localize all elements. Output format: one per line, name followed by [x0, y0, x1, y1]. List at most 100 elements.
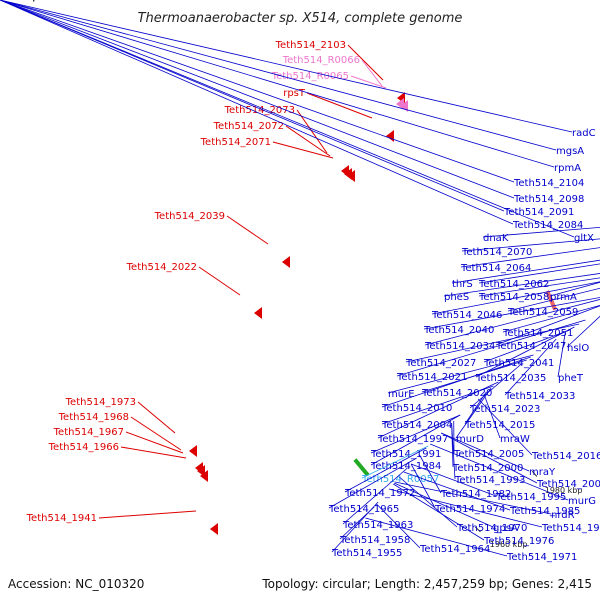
- gene-label: Teth514_2059: [507, 307, 578, 318]
- gene-label: Teth514_1968: [58, 412, 129, 423]
- leader-line: [403, 471, 511, 511]
- leader-line: [350, 75, 387, 89]
- leader-line: [507, 287, 600, 312]
- leader-line: [451, 422, 456, 480]
- leader-line: [342, 467, 408, 525]
- leader-line: [137, 401, 176, 434]
- gene-label: Teth514_2010: [381, 403, 452, 414]
- gene-label: Teth514_1986: [541, 523, 600, 534]
- gene-label: Teth514_1976: [483, 536, 554, 547]
- genome-summary: Topology: circular; Length: 2,457,259 bp…: [261, 577, 592, 591]
- gene-label: Teth514_2062: [478, 279, 549, 290]
- gene-label: Teth514_1964: [419, 544, 490, 555]
- gene-label: Teth514_1966: [48, 442, 119, 453]
- gene-label: Teth514_2098: [513, 194, 584, 205]
- leader-line: [423, 297, 600, 330]
- gene-label: Teth514_R0057: [361, 474, 439, 485]
- gene-label: rpmA: [554, 163, 581, 174]
- gene-label: Teth514_2058: [478, 292, 549, 303]
- gene-label: Teth514_2064: [460, 263, 531, 274]
- kbp-tick-label: 2140 kbp: [0, 0, 38, 2]
- gene-label: Teth514_2005: [453, 449, 524, 460]
- gene-label: Teth514_1971: [506, 552, 577, 563]
- leader-line: [381, 356, 531, 408]
- leader-line: [0, 0, 555, 168]
- gene-label: radC: [572, 128, 596, 139]
- gene-label: Teth514_1941: [26, 513, 97, 524]
- gene-label: murE: [388, 389, 415, 400]
- leader-line: [0, 0, 505, 212]
- gene-label: murD: [456, 434, 484, 445]
- leader-line: [285, 125, 331, 157]
- gene-label: Teth514_2007: [536, 479, 600, 490]
- leader-line: [120, 446, 187, 459]
- gene-label: nrdR: [551, 510, 575, 521]
- gene-label: Teth514_2103: [275, 40, 346, 51]
- leader-line: [464, 391, 487, 425]
- leader-line: [419, 454, 442, 494]
- leader-line: [393, 483, 485, 541]
- kbp-tick-label: 1960 kbp: [490, 540, 528, 549]
- kbp-scale: 2160 kbp2140 kbp2120 kbp2100 kbp2080 kbp…: [0, 0, 582, 549]
- leader-line: [478, 263, 600, 284]
- gene-label: Teth514_2091: [503, 207, 574, 218]
- gene-label: dnaK: [483, 233, 509, 244]
- gene-label: Teth514_1982: [440, 489, 511, 500]
- gene-label: Teth514_1955: [331, 548, 402, 559]
- leader-line: [387, 354, 534, 394]
- leader-line: [361, 59, 383, 87]
- gene-label: Teth514_2035: [475, 373, 546, 384]
- gene-label: gpsA: [493, 523, 518, 534]
- leader-line: [306, 92, 373, 119]
- leader-line: [125, 431, 184, 454]
- gene-label: thrS: [452, 279, 473, 290]
- leader-line: [0, 0, 573, 133]
- leader-line: [272, 141, 334, 159]
- leader-line: [393, 482, 494, 528]
- gene-label: Teth514_2023: [469, 404, 540, 415]
- leader-line: [424, 299, 600, 346]
- gene-label: hslO: [567, 343, 589, 354]
- leader-line: [557, 332, 566, 378]
- gene-label: Teth514_2040: [423, 325, 494, 336]
- gene-label: Teth514_1985: [509, 506, 580, 517]
- gene-label: Teth514_R0066: [282, 55, 360, 66]
- gene-label: Teth514_2021: [396, 372, 467, 383]
- gene-label: Teth514_1993: [454, 475, 525, 486]
- leader-line: [394, 481, 552, 515]
- leader-line: [410, 463, 497, 497]
- leader-line: [483, 393, 501, 439]
- leader-line: [430, 443, 569, 501]
- leader-line: [460, 247, 600, 268]
- leader-line: [410, 463, 436, 509]
- leader-line: [388, 488, 543, 528]
- leader-line: [347, 44, 384, 81]
- kbp-tick-label: 2060 kbp: [0, 0, 38, 2]
- leader-line: [482, 226, 600, 238]
- leader-line: [0, 0, 515, 183]
- leader-line: [504, 338, 557, 396]
- leader-line: [130, 416, 182, 451]
- leader-line: [441, 432, 530, 472]
- leader-line: [431, 281, 600, 315]
- leader-line: [502, 304, 600, 333]
- gene-label: Teth514_1995: [495, 492, 566, 503]
- leader-line: [377, 381, 499, 439]
- gene-label: Teth514_2104: [513, 178, 584, 189]
- leader-line: [475, 326, 575, 378]
- gene-label: Teth514_2073: [224, 105, 295, 116]
- leader-line: [483, 329, 570, 363]
- kbp-tick-label: 2160 kbp: [0, 0, 38, 2]
- leader-line: [396, 319, 586, 377]
- leader-line: [296, 109, 328, 154]
- leader-line: [370, 414, 461, 454]
- gene-label: pheS: [444, 292, 469, 303]
- gene-label: mraW: [500, 434, 530, 445]
- leader-line: [376, 503, 421, 549]
- gene-label: Teth514_1973: [65, 397, 136, 408]
- leader-line: [98, 510, 197, 519]
- leader-line: [226, 215, 269, 245]
- gene-label: Teth514_2039: [154, 211, 225, 222]
- gene-label: Teth514_1965: [328, 504, 399, 515]
